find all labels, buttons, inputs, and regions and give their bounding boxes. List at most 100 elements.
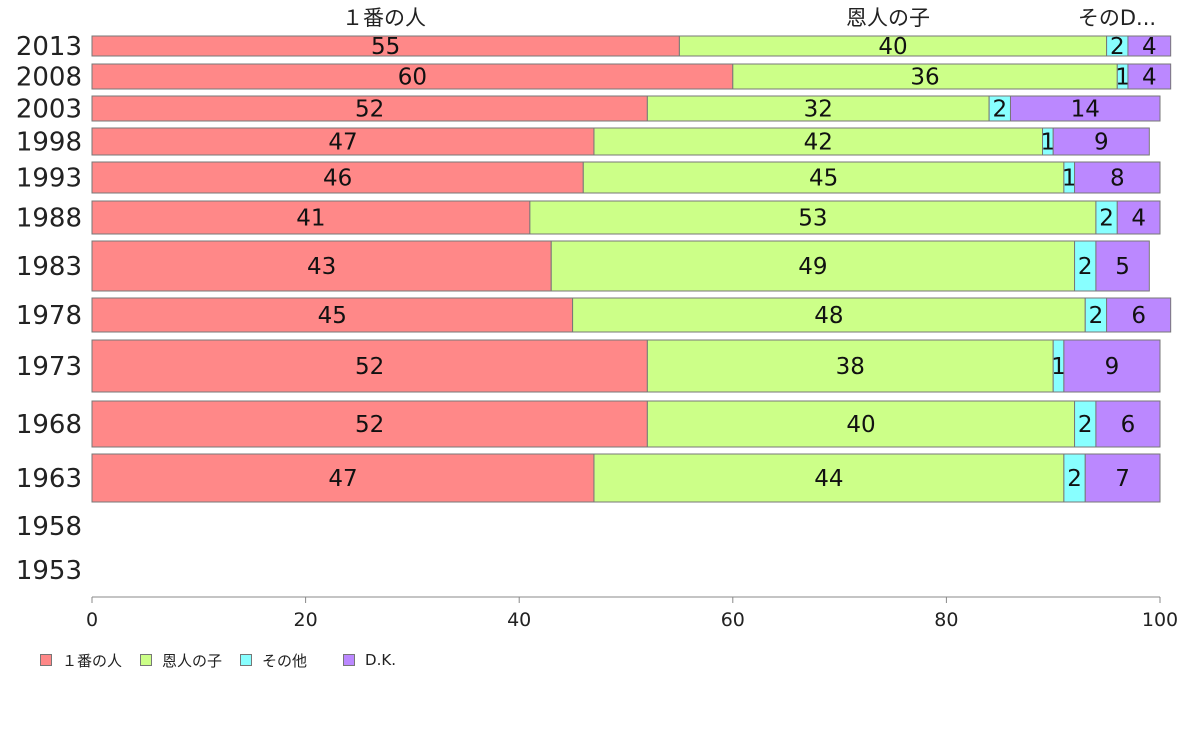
bar-value-label: 32 xyxy=(804,97,833,123)
bar-value-label: 14 xyxy=(1071,97,1100,123)
legend-swatch xyxy=(343,654,356,666)
bar-value-label: 2 xyxy=(1067,466,1082,492)
bar-value-label: 9 xyxy=(1105,354,1120,380)
bar-segment xyxy=(1009,95,1161,122)
bar-segment xyxy=(529,200,1097,235)
bar-value-label: 36 xyxy=(910,65,939,91)
legend-label: 恩人の子 xyxy=(162,651,223,670)
bar-value-label: 49 xyxy=(798,254,827,280)
legend-label: D.K. xyxy=(365,651,396,669)
bar-segment xyxy=(1127,63,1172,90)
bar-segment xyxy=(91,297,574,333)
bar-segment xyxy=(1084,453,1161,503)
bar-value-label: 41 xyxy=(296,206,325,232)
bar-value-label: 42 xyxy=(804,130,833,156)
legend-item-first-person: １番の人 xyxy=(40,650,122,671)
bar-segment xyxy=(572,297,1086,333)
bar-segment xyxy=(1127,35,1172,57)
bar-value-label: 40 xyxy=(846,412,875,438)
top-series-label: 恩人の子 xyxy=(846,6,930,30)
year-label: 1993 xyxy=(16,164,82,194)
bar-value-label: 48 xyxy=(814,303,843,329)
bar-segment xyxy=(91,339,648,393)
bar-value-label: 6 xyxy=(1131,303,1146,329)
bar-value-label: 1 xyxy=(1041,130,1056,156)
bar-segment xyxy=(550,240,1076,292)
bar-value-label: 8 xyxy=(1110,166,1125,192)
bar-segment xyxy=(1074,161,1161,194)
bar-value-label: 6 xyxy=(1121,412,1136,438)
x-tick-label: 40 xyxy=(507,609,531,631)
bar-value-label: 2 xyxy=(1089,303,1104,329)
bar-segment xyxy=(1095,400,1161,448)
bar-segment xyxy=(593,453,1065,503)
x-tick-label: 20 xyxy=(294,609,318,631)
x-tick-label: 60 xyxy=(721,609,745,631)
year-label: 2008 xyxy=(16,63,82,93)
bar-value-label: 45 xyxy=(809,166,838,192)
year-label: 1963 xyxy=(16,464,82,494)
bar-segment xyxy=(91,127,595,156)
legend-item-benefactor-child: 恩人の子 xyxy=(140,650,222,671)
legend-item-other: その他 xyxy=(240,650,307,671)
bar-segment xyxy=(1116,200,1161,235)
bar-segment xyxy=(732,63,1118,90)
bar-value-label: 44 xyxy=(814,466,843,492)
bar-segment xyxy=(91,63,734,90)
bar-value-label: 4 xyxy=(1142,34,1157,60)
bar-value-label: 46 xyxy=(323,166,352,192)
bar-segment xyxy=(91,400,648,448)
bar-value-label: 1 xyxy=(1051,354,1066,380)
bar-value-label: 4 xyxy=(1131,206,1146,232)
bar-value-label: 2 xyxy=(1110,34,1125,60)
bar-value-label: 5 xyxy=(1115,254,1130,280)
bar-value-label: 52 xyxy=(355,354,384,380)
bar-value-label: 52 xyxy=(355,412,384,438)
legend-label: １番の人 xyxy=(62,651,123,670)
bar-segment xyxy=(582,161,1065,194)
legend-swatch xyxy=(40,654,52,666)
bar-segment xyxy=(1063,339,1161,393)
bar-value-label: 60 xyxy=(398,65,427,91)
year-label: 1973 xyxy=(16,352,82,382)
bar-value-label: 1 xyxy=(1115,65,1130,91)
year-label: 1983 xyxy=(16,252,82,282)
year-label: 2013 xyxy=(16,32,82,62)
bar-value-label: 7 xyxy=(1115,466,1130,492)
year-label: 1958 xyxy=(16,512,82,542)
bar-segment xyxy=(91,200,531,235)
legend-swatch xyxy=(140,654,153,666)
bar-segment xyxy=(646,95,990,122)
bar-value-label: 55 xyxy=(371,34,400,60)
bar-value-label: 38 xyxy=(836,354,865,380)
bar-segment xyxy=(646,339,1054,393)
legend: １番の人 恩人の子 その他 D.K. xyxy=(40,650,396,670)
bar-value-label: 2 xyxy=(992,97,1007,123)
bar-segment xyxy=(646,400,1076,448)
x-tick-label: 0 xyxy=(86,609,98,631)
bar-value-label: 45 xyxy=(318,303,347,329)
bar-value-label: 2 xyxy=(1099,206,1114,232)
year-label: 2003 xyxy=(16,95,82,125)
bar-value-label: 40 xyxy=(878,34,907,60)
year-label: 1968 xyxy=(16,410,82,440)
legend-label: その他 xyxy=(262,651,308,670)
bar-segment xyxy=(91,240,552,292)
top-series-label: そのD... xyxy=(1078,6,1156,30)
bar-value-label: 4 xyxy=(1142,65,1157,91)
bar-value-label: 9 xyxy=(1094,130,1109,156)
x-tick-label: 100 xyxy=(1142,609,1178,631)
x-tick-label: 80 xyxy=(934,609,958,631)
bar-value-label: 2 xyxy=(1078,254,1093,280)
year-label: 1953 xyxy=(16,556,82,586)
bar-value-label: 53 xyxy=(798,206,827,232)
bar-segment xyxy=(91,453,595,503)
bar-segment xyxy=(91,95,648,122)
bar-value-label: 2 xyxy=(1078,412,1093,438)
bar-value-label: 52 xyxy=(355,97,384,123)
bar-value-label: 47 xyxy=(328,466,357,492)
year-label: 1978 xyxy=(16,301,82,331)
bar-value-label: 47 xyxy=(328,130,357,156)
bar-segment xyxy=(1052,127,1150,156)
